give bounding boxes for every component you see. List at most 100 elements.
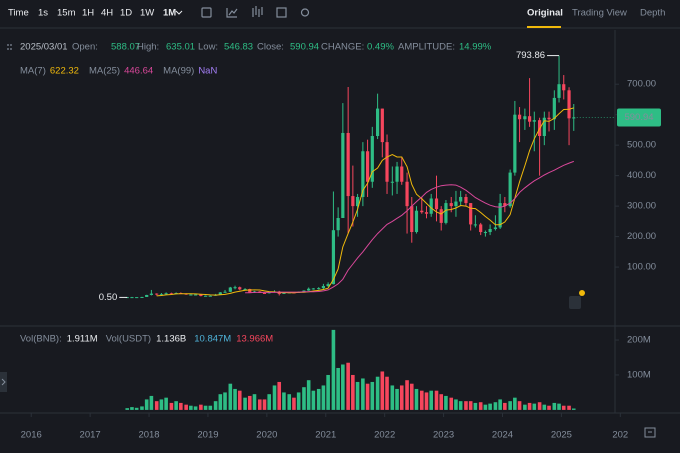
volume-bar bbox=[134, 407, 139, 410]
notes-dot bbox=[579, 290, 585, 296]
interval-button[interactable]: 15m bbox=[57, 8, 76, 19]
ohlc-info: High: bbox=[137, 42, 159, 53]
volume-bar bbox=[468, 401, 473, 410]
candle-body bbox=[567, 90, 571, 119]
interval-button[interactable]: 1D bbox=[120, 8, 132, 19]
candle-body bbox=[572, 117, 576, 119]
volume-bar bbox=[336, 367, 340, 410]
volume-bar bbox=[306, 380, 311, 410]
y-tick-label: 500.00 bbox=[627, 140, 656, 151]
volume-bar bbox=[272, 385, 277, 410]
candle-body bbox=[149, 293, 153, 295]
volume-bar bbox=[488, 403, 492, 410]
settings-icon[interactable] bbox=[300, 8, 310, 17]
interval-button[interactable]: 1s bbox=[38, 8, 48, 19]
x-tick-label: 2022 bbox=[374, 430, 395, 441]
volume-bar bbox=[508, 401, 512, 410]
candle-body bbox=[420, 210, 424, 213]
candle-body bbox=[469, 203, 473, 225]
candle-body bbox=[464, 196, 468, 204]
volume-bar bbox=[517, 401, 522, 410]
view-tab[interactable]: Trading View bbox=[572, 8, 627, 19]
volume-bar bbox=[395, 388, 399, 410]
volume-legend: Vol(USDT) bbox=[106, 334, 151, 345]
y-tick-label: 300.00 bbox=[627, 201, 656, 212]
volume-bar bbox=[252, 394, 257, 410]
interval-button[interactable]: Time bbox=[8, 8, 29, 19]
candle-body bbox=[439, 209, 443, 223]
candle-body bbox=[542, 117, 546, 137]
candle-body bbox=[410, 206, 414, 233]
ohlc-info: 14.99% bbox=[459, 42, 492, 53]
candle-body bbox=[395, 166, 399, 182]
high-label: 793.86 bbox=[516, 50, 545, 61]
x-tick-label: 2025 bbox=[551, 430, 572, 441]
volume-bar bbox=[159, 399, 164, 410]
candle-body bbox=[449, 203, 453, 207]
volume-bar bbox=[331, 329, 336, 410]
layout-icon[interactable] bbox=[276, 7, 287, 18]
interval-button[interactable]: 1M bbox=[163, 8, 176, 19]
view-tab[interactable]: Depth bbox=[640, 8, 665, 19]
y-tick-label: 100.00 bbox=[627, 262, 656, 273]
candle-body bbox=[513, 114, 517, 173]
fullscreen-icon[interactable] bbox=[644, 427, 656, 438]
volume-bar bbox=[375, 376, 380, 410]
volume-bar bbox=[523, 404, 527, 410]
candle-body bbox=[370, 136, 374, 182]
volume-bar bbox=[424, 392, 429, 410]
candle-body bbox=[552, 97, 556, 120]
interval-button[interactable]: 4H bbox=[101, 8, 113, 19]
candle-body bbox=[483, 232, 488, 234]
candle-body bbox=[498, 203, 502, 228]
candle-body bbox=[248, 289, 252, 293]
volume-bar bbox=[267, 394, 272, 410]
candle-body bbox=[317, 288, 321, 290]
candle-body bbox=[164, 293, 168, 295]
interval-button[interactable]: 1H bbox=[82, 8, 94, 19]
volume-bar bbox=[130, 407, 134, 410]
candle-body bbox=[376, 108, 380, 137]
candle-body bbox=[508, 172, 512, 207]
candle-body bbox=[424, 212, 429, 214]
volume-bar bbox=[557, 403, 561, 410]
volume-bar bbox=[444, 395, 448, 410]
ohlc-info: Low: bbox=[198, 42, 218, 53]
interval-button[interactable]: 1W bbox=[140, 8, 154, 19]
volume-bar bbox=[218, 394, 223, 410]
volume-bar bbox=[247, 395, 252, 410]
volume-bar bbox=[503, 402, 507, 410]
candle-body bbox=[140, 296, 144, 298]
candle-body bbox=[523, 116, 527, 120]
candle-body bbox=[385, 142, 389, 182]
volume-bar bbox=[302, 387, 306, 410]
side-tab-arrow bbox=[1, 378, 6, 386]
volume-bar bbox=[513, 397, 517, 410]
volume-bar bbox=[237, 390, 242, 410]
x-tick-label: 2024 bbox=[492, 430, 513, 441]
x-tick-label: 2021 bbox=[315, 430, 336, 441]
volume-bar bbox=[296, 392, 301, 410]
indicator-icon[interactable] bbox=[226, 8, 238, 18]
side-tab[interactable] bbox=[0, 372, 7, 392]
view-tab[interactable]: Original bbox=[527, 8, 563, 19]
toolbar-icons[interactable] bbox=[201, 6, 310, 18]
volume-bar bbox=[493, 402, 498, 410]
chart-type-icon[interactable] bbox=[252, 6, 263, 17]
candle-body bbox=[444, 203, 448, 223]
candle-body bbox=[223, 291, 227, 293]
volume-bar bbox=[385, 376, 389, 410]
notes-button[interactable] bbox=[569, 296, 581, 309]
volume-bar bbox=[473, 402, 478, 410]
interval-dropdown[interactable] bbox=[175, 10, 183, 15]
candle-body bbox=[405, 181, 409, 207]
candle-body bbox=[459, 196, 463, 202]
candle-body bbox=[336, 218, 340, 231]
volume-bar bbox=[399, 385, 404, 410]
ohlc-info: CHANGE: bbox=[321, 42, 364, 53]
calendar-icon[interactable] bbox=[201, 7, 212, 18]
volume-bar bbox=[552, 402, 557, 410]
volume-bar bbox=[257, 399, 262, 410]
candle-body bbox=[473, 224, 477, 226]
volume-bar bbox=[199, 404, 203, 410]
